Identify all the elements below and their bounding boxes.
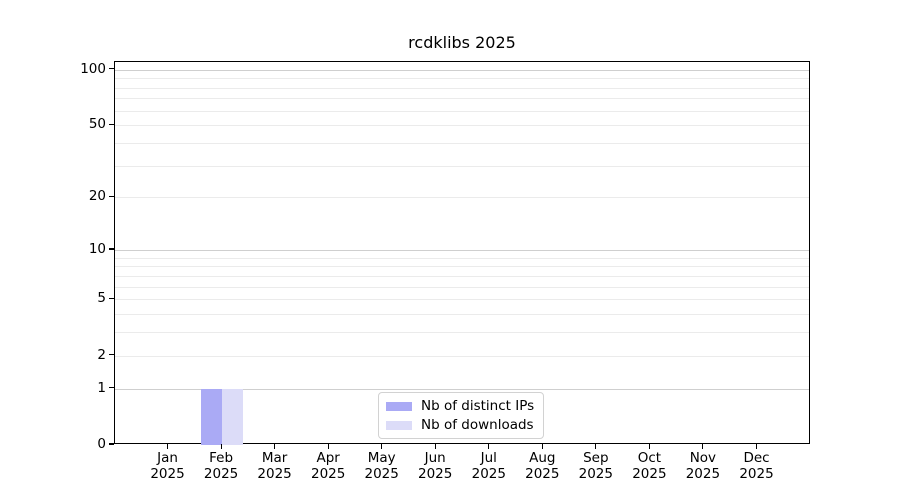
y-tick-1 [109, 387, 114, 389]
legend: Nb of distinct IPs Nb of downloads [378, 392, 545, 439]
x-tick-label-mar: Mar 2025 [257, 450, 292, 482]
y-tick-20 [109, 195, 114, 197]
gridline-minor-50 [115, 125, 809, 127]
legend-swatch-distinct-ips [386, 401, 412, 411]
legend-swatch-downloads [386, 420, 412, 430]
y-tick-label-1: 1 [97, 379, 106, 396]
y-tick-label-20: 20 [88, 188, 106, 205]
legend-item-distinct-ips: Nb of distinct IPs [386, 398, 534, 414]
x-tick-label-dec: Dec 2025 [739, 450, 774, 482]
y-tick-label-10: 10 [88, 241, 106, 257]
y-tick-label-0: 0 [97, 436, 106, 452]
gridline-minor-40 [115, 143, 809, 144]
legend-label-downloads: Nb of downloads [421, 417, 534, 433]
x-tick-sep [595, 444, 597, 449]
gridline-minor-2 [115, 355, 809, 357]
gridline-minor-6 [115, 286, 809, 288]
gridline-major-1 [115, 388, 809, 390]
gridline-minor-4 [115, 314, 809, 316]
y-tick-label-50: 50 [88, 116, 106, 133]
chart-title: rcdklibs 2025 [408, 33, 516, 52]
legend-label-distinct-ips: Nb of distinct IPs [421, 398, 535, 414]
y-tick-10 [109, 248, 114, 250]
x-tick-label-oct: Oct 2025 [632, 450, 667, 482]
x-tick-jan [166, 444, 169, 449]
x-tick-label-nov: Nov 2025 [685, 450, 721, 482]
x-tick-jul [488, 444, 490, 449]
x-tick-apr [327, 444, 329, 449]
x-tick-label-feb: Feb 2025 [203, 450, 239, 482]
gridline-major-10 [115, 250, 809, 251]
y-tick-label-100: 100 [80, 60, 106, 77]
x-tick-label-sep: Sep 2025 [578, 450, 613, 482]
y-tick-50 [109, 123, 114, 125]
gridline-minor-7 [115, 275, 809, 277]
x-tick-jun [434, 444, 436, 449]
plot-area [114, 61, 810, 445]
x-tick-label-jul: Jul 2025 [471, 450, 506, 482]
y-tick-5 [109, 297, 114, 299]
x-tick-aug [541, 444, 543, 449]
x-tick-label-apr: Apr 2025 [311, 450, 346, 482]
x-tick-nov [702, 444, 704, 449]
x-tick-label-may: May 2025 [364, 450, 399, 482]
x-tick-feb [220, 444, 222, 449]
y-tick-100 [109, 68, 114, 70]
bar-nb-of-downloads-feb [222, 388, 244, 445]
gridline-minor-9 [115, 257, 809, 259]
gridline-minor-30 [115, 165, 809, 167]
gridline-minor-5 [115, 299, 809, 301]
legend-item-downloads: Nb of downloads [386, 417, 534, 433]
x-tick-label-jan: Jan 2025 [150, 450, 185, 482]
y-tick-2 [109, 354, 114, 356]
gridline-minor-80 [115, 87, 809, 89]
gridline-minor-20 [115, 197, 809, 199]
x-tick-label-aug: Aug 2025 [525, 450, 560, 482]
gridline-minor-70 [115, 98, 809, 100]
x-tick-may [381, 444, 383, 449]
y-tick-label-2: 2 [97, 346, 106, 363]
x-tick-label-jun: Jun 2025 [418, 450, 453, 482]
gridline-minor-8 [115, 266, 809, 268]
x-tick-mar [274, 444, 276, 449]
x-tick-oct [648, 444, 650, 449]
y-tick-label-5: 5 [97, 290, 106, 307]
y-tick-0 [109, 443, 114, 445]
gridline-minor-90 [115, 78, 809, 80]
gridline-minor-3 [115, 332, 809, 334]
bar-nb-of-distinct-ips-feb [200, 388, 223, 445]
gridline-major-100 [115, 69, 809, 71]
gridline-minor-60 [115, 110, 809, 112]
x-tick-dec [755, 444, 758, 449]
